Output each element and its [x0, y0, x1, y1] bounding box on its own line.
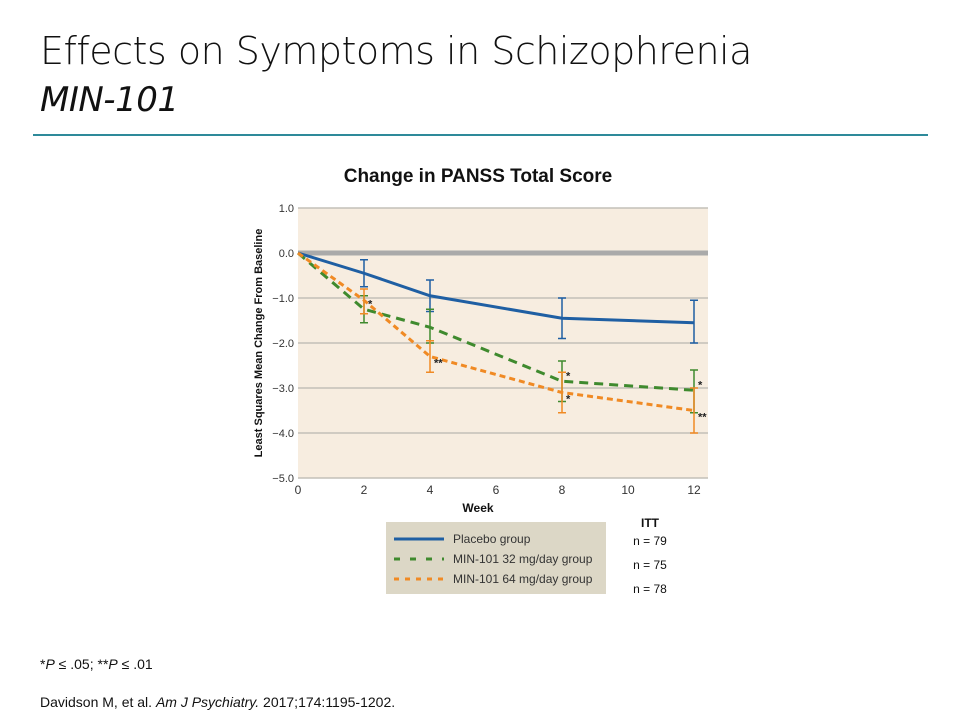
itt-count-64mg: n = 78 — [633, 582, 667, 596]
y-tick-label: −4.0 — [272, 428, 294, 440]
citation-text: 2017;174:1195-1202. — [259, 694, 396, 710]
footnote-text: ≤ .01 — [117, 656, 153, 672]
chart-title: Change in PANSS Total Score — [344, 166, 613, 187]
slide-subtitle: MIN-101 — [40, 80, 179, 120]
itt-header: ITT — [641, 516, 659, 530]
series-line-placebo-group — [297, 251, 695, 325]
citation: Davidson M, et al. Am J Psychiatry. 2017… — [40, 694, 395, 710]
footnote-text: P — [108, 656, 118, 672]
footnote-text: P — [45, 656, 55, 672]
significance-marker: * — [698, 379, 703, 391]
y-axis-label: Least Squares Mean Change From Baseline — [253, 229, 265, 458]
y-tick-label: −1.0 — [272, 293, 294, 305]
citation-text: Davidson M, et al. — [40, 694, 156, 710]
x-tick-label: 2 — [361, 483, 368, 497]
itt-count-32mg: n = 75 — [633, 558, 667, 572]
y-tick-label: 1.0 — [279, 203, 294, 215]
itt-count-placebo: n = 79 — [633, 534, 667, 548]
footnote-text: * — [40, 656, 46, 672]
footnote-text: ≤ .05; ** — [54, 656, 109, 672]
citation-journal: Am J Psychiatry. — [155, 694, 260, 710]
significance-marker: * — [368, 298, 373, 310]
x-tick-label: 10 — [621, 483, 635, 497]
significance-marker: ** — [434, 358, 443, 370]
series-line-min-101-64-mg-day-group — [297, 251, 695, 412]
footnote: *P ≤ .05; **P ≤ .01 — [40, 656, 153, 672]
x-tick-label: 8 — [559, 483, 566, 497]
x-axis-label: Week — [462, 501, 493, 515]
x-tick-label: 12 — [687, 483, 701, 497]
y-tick-label: −2.0 — [272, 338, 294, 350]
x-tick-label: 6 — [493, 483, 500, 497]
significance-marker: ** — [698, 412, 707, 424]
x-tick-label: 4 — [427, 483, 434, 497]
legend-label: Placebo group — [453, 532, 531, 546]
legend-box — [386, 522, 606, 594]
significance-marker: * — [566, 394, 571, 406]
x-tick-label: 0 — [295, 483, 302, 497]
series-line-min-101-32-mg-day-group — [297, 251, 695, 392]
y-tick-label: 0.0 — [279, 248, 294, 260]
y-tick-label: −3.0 — [272, 383, 294, 395]
legend-label: MIN-101 64 mg/day group — [453, 572, 593, 586]
title-divider — [33, 134, 928, 136]
y-tick-label: −5.0 — [272, 473, 294, 485]
legend-label: MIN-101 32 mg/day group — [453, 552, 593, 566]
slide-title: Effects on Symptoms in Schizophrenia — [40, 29, 752, 73]
significance-marker: * — [566, 370, 571, 382]
